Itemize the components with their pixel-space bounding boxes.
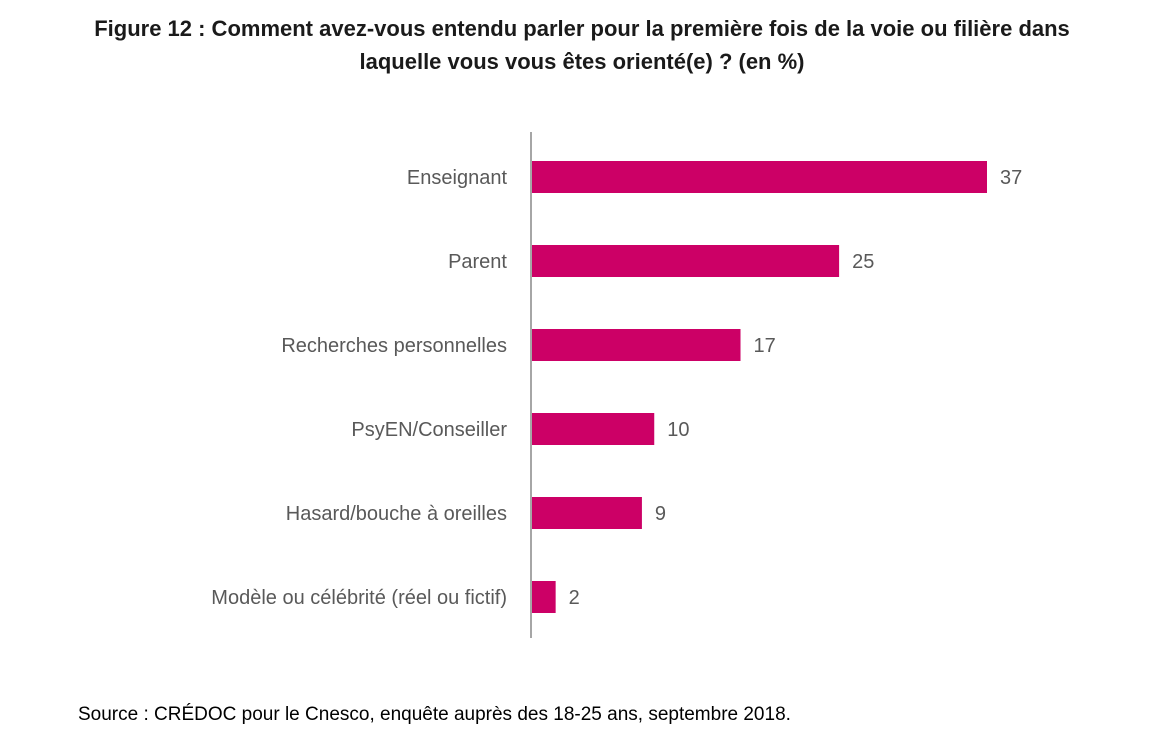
data-label: 2 (569, 587, 580, 609)
category-label: Modèle ou célébrité (réel ou fictif) (211, 587, 507, 609)
bar-6 (531, 581, 556, 613)
category-label: PsyEN/Conseiller (351, 419, 507, 441)
data-label: 37 (1000, 167, 1022, 189)
data-label: 10 (667, 419, 689, 441)
bar-2 (531, 245, 840, 277)
bar-chart: Enseignant 37 Parent 25 Recherches personnel… (211, 132, 1022, 638)
bar-3 (531, 329, 741, 361)
category-label: Enseignant (407, 167, 508, 189)
chart-title-line-2: laquelle vous vous êtes orienté(e) ? (en… (359, 49, 805, 74)
data-label: 17 (754, 335, 776, 357)
category-label: Parent (448, 251, 507, 273)
bar-4 (531, 413, 655, 445)
chart-title: Figure 12 : Comment avez-vous entendu pa… (0, 12, 1164, 78)
chart-title-line-1: Figure 12 : Comment avez-vous entendu pa… (94, 16, 1070, 41)
bar-1 (531, 161, 987, 193)
category-label: Hasard/bouche à oreilles (286, 503, 507, 525)
source-note: Source : CRÉDOC pour le Cnesco, enquête … (78, 704, 791, 725)
data-label: 9 (655, 503, 666, 525)
bar-5 (531, 497, 642, 529)
data-label: 25 (852, 251, 874, 273)
category-label: Recherches personnelles (281, 335, 507, 357)
